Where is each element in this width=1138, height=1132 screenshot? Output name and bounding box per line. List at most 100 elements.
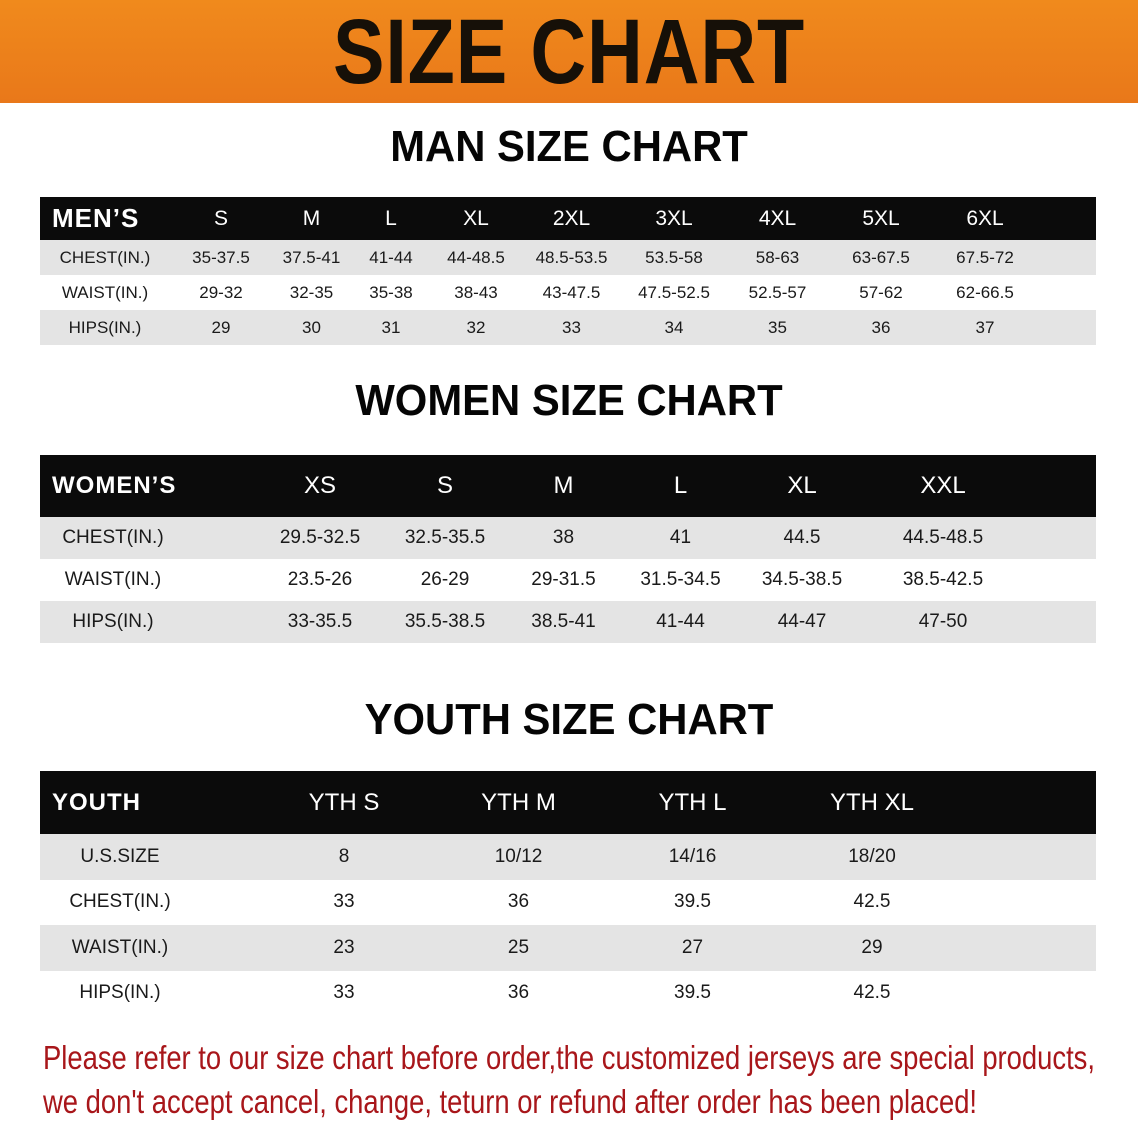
measurement-cell: 35-37.5 [192,247,250,267]
table-row: WAIST(IN.) 29-32 32-35 35-38 38-43 43-47.5 47.… [40,275,1096,310]
size-header: XS [303,472,336,499]
row-label: HIPS(IN.) [68,317,142,337]
size-header: 4XL [758,206,797,230]
women-size-table: WOMEN’S XS S M L XL XXL CHEST(IN.) 29.5-32.5 32.5… [40,455,1096,643]
measurement-cell: 31 [381,317,401,337]
table-row: CHEST(IN.) 35-37.5 37.5-41 41-44 44-48.5 48.5… [40,240,1096,275]
measurement-cell: 26-29 [420,569,470,590]
measurement-cell: 38.5-41 [531,611,596,632]
table-header-row: WOMEN’S XS S M L XL XXL [40,455,1096,517]
size-header: 5XL [862,206,900,230]
table-row: CHEST(IN.) 29.5-32.5 32.5-35.5 38 41 44.5 44.5… [40,517,1096,559]
measurement-cell: 57-62 [859,282,903,302]
youth-size-table: YOUTH YTH S YTH M YTH L YTH XL U.S.SIZE 8 10/12… [40,771,1096,1016]
row-label: WAIST(IN.) [61,282,149,302]
measurement-cell: 23.5-26 [287,569,353,590]
measurement-cell: 44-48.5 [447,247,505,267]
row-label: HIPS(IN.) [72,611,154,632]
measurement-cell: 41-44 [369,247,413,267]
measurement-cell: 44.5-48.5 [902,527,984,548]
size-chart-banner: SIZE CHART [0,0,1138,103]
table-row: WAIST(IN.) 23.5-26 26-29 29-31.5 31.5-34.5 34… [40,559,1096,601]
table-header-row: MEN’S S M L XL 2XL 3XL 4XL 5XL 6XL [40,197,1096,240]
measurement-cell: 38-43 [454,282,498,302]
measurement-cell: 30 [302,317,321,337]
size-header: 6XL [966,206,1004,230]
women-section-title: WOMEN SIZE CHART [355,376,783,425]
size-header: M [302,206,321,230]
size-header: YTH L [658,788,727,816]
measurement-cell: 31.5-34.5 [640,569,721,590]
measurement-cell: 47-50 [918,611,968,632]
size-header: S [213,206,228,230]
row-label: U.S.SIZE [80,845,160,867]
row-label: HIPS(IN.) [79,982,161,1004]
measurement-cell: 39.5 [674,982,711,1004]
table-row: WAIST(IN.) 23 25 27 29 [40,925,1096,971]
measurement-cell: 25 [507,936,530,958]
measurement-cell: 32-35 [289,282,334,302]
size-header: YTH XL [829,788,915,816]
row-label: CHEST(IN.) [59,247,151,267]
measurement-cell: 35-38 [369,282,413,302]
measurement-cell: 32.5-35.5 [404,527,486,548]
order-notice: Please refer to our size chart before or… [43,1036,1114,1124]
row-label: WAIST(IN.) [71,936,169,958]
banner-title: SIZE CHART [332,0,806,103]
measurement-cell: 36 [507,982,530,1004]
measurement-cell: 8 [338,845,350,867]
size-header: XL [463,206,489,230]
measurement-cell: 33-35.5 [287,611,353,632]
size-header: YTH S [308,788,380,816]
header-label: WOMEN’S [52,472,177,499]
size-header: 2XL [552,206,591,230]
measurement-cell: 36 [871,317,891,337]
order-notice-line-2: we don't accept cancel, change, teturn o… [43,1083,978,1120]
measurement-cell: 33 [333,891,355,913]
table-row: HIPS(IN.) 33 36 39.5 42.5 [40,970,1096,1016]
youth-section-title: YOUTH SIZE CHART [364,695,774,744]
header-label: MEN’S [52,203,140,233]
measurement-cell: 53.5-58 [645,247,703,267]
measurement-cell: 43-47.5 [542,282,601,302]
measurement-cell: 14/16 [668,845,717,867]
size-header: 3XL [655,206,693,230]
measurement-cell: 44.5 [783,527,821,548]
measurement-cell: 41-44 [656,611,705,632]
measurement-cell: 10/12 [494,845,543,867]
measurement-cell: 37.5-41 [282,247,341,267]
table-row: HIPS(IN.) 33-35.5 35.5-38.5 38.5-41 41-44 44-… [40,601,1096,643]
row-label: CHEST(IN.) [69,891,171,913]
measurement-cell: 63-67.5 [852,247,910,267]
order-notice-line-1: Please refer to our size chart before or… [43,1039,1095,1076]
table-header-row: YOUTH YTH S YTH M YTH L YTH XL [40,771,1096,834]
measurement-cell: 34 [664,317,684,337]
measurement-cell: 52.5-57 [748,282,807,302]
measurement-cell: 58-63 [755,247,800,267]
measurement-cell: 35.5-38.5 [404,611,486,632]
measurement-cell: 23 [333,936,355,958]
measurement-cell: 42.5 [853,982,891,1004]
measurement-cell: 36 [507,891,530,913]
header-label: YOUTH [52,788,141,816]
table-row: CHEST(IN.) 33 36 39.5 42.5 [40,879,1096,925]
measurement-cell: 18/20 [848,845,896,867]
measurement-cell: 62-66.5 [956,282,1014,302]
measurement-cell: 39.5 [674,891,711,913]
table-row: U.S.SIZE 8 10/12 14/16 18/20 [40,834,1096,880]
measurement-cell: 29.5-32.5 [279,527,361,548]
measurement-cell: 29 [861,936,883,958]
size-header: XXL [920,472,966,499]
measurement-cell: 29 [211,317,231,337]
table-row: HIPS(IN.) 29 30 31 32 33 34 35 36 37 [40,310,1096,345]
measurement-cell: 44-47 [777,611,827,632]
size-header: S [436,472,453,499]
measurement-cell: 47.5-52.5 [638,282,710,302]
measurement-cell: 33 [333,982,355,1004]
measurement-cell: 37 [975,317,995,337]
measurement-cell: 29-32 [199,282,243,302]
measurement-cell: 32 [466,317,486,337]
measurement-cell: 27 [681,936,704,958]
size-header: L [385,206,397,230]
measurement-cell: 33 [562,317,581,337]
